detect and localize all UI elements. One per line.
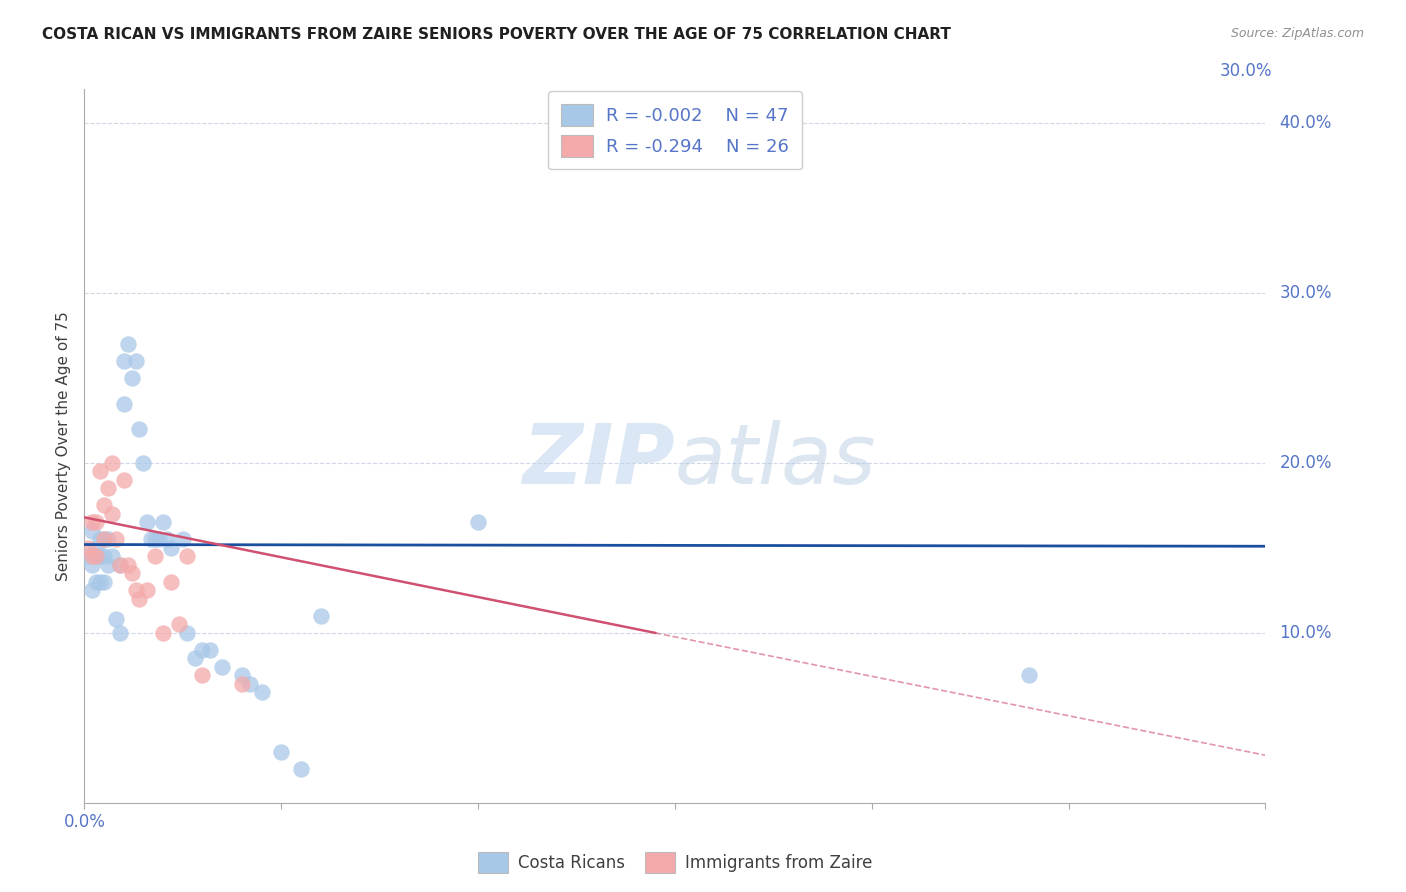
Point bbox=[121, 566, 143, 581]
Point bbox=[231, 677, 253, 691]
Point bbox=[143, 549, 166, 564]
Point bbox=[82, 583, 104, 598]
Point bbox=[211, 660, 233, 674]
Text: 30.0%: 30.0% bbox=[1279, 284, 1331, 302]
Point bbox=[290, 762, 312, 776]
Point bbox=[191, 668, 214, 682]
Point bbox=[82, 524, 104, 538]
Point bbox=[270, 745, 292, 759]
Point bbox=[183, 651, 205, 665]
Point bbox=[93, 549, 115, 564]
Point bbox=[97, 482, 120, 496]
Point bbox=[128, 422, 150, 436]
Point bbox=[191, 643, 214, 657]
Point bbox=[309, 608, 332, 623]
Point bbox=[93, 574, 115, 589]
Point bbox=[250, 685, 273, 699]
Point bbox=[84, 549, 107, 564]
Point bbox=[104, 533, 127, 547]
Point bbox=[124, 583, 146, 598]
Point bbox=[89, 574, 111, 589]
Point bbox=[167, 617, 190, 632]
Point bbox=[112, 396, 135, 410]
Point bbox=[200, 643, 222, 657]
Point bbox=[160, 541, 183, 555]
Text: ZIP: ZIP bbox=[522, 420, 675, 500]
Legend: Costa Ricans, Immigrants from Zaire: Costa Ricans, Immigrants from Zaire bbox=[471, 846, 879, 880]
Point bbox=[1018, 668, 1040, 682]
Point bbox=[89, 549, 111, 564]
Point bbox=[148, 533, 170, 547]
Point bbox=[152, 626, 174, 640]
Point bbox=[82, 558, 104, 572]
Point bbox=[101, 456, 124, 470]
Point bbox=[89, 465, 111, 479]
Text: 20.0%: 20.0% bbox=[1279, 454, 1331, 472]
Text: 30.0%: 30.0% bbox=[1220, 62, 1272, 80]
Point bbox=[117, 558, 139, 572]
Point bbox=[124, 354, 146, 368]
Point bbox=[136, 516, 159, 530]
Point bbox=[93, 499, 115, 513]
Point bbox=[93, 533, 115, 547]
Point bbox=[97, 558, 120, 572]
Point bbox=[239, 677, 262, 691]
Point bbox=[152, 516, 174, 530]
Y-axis label: Seniors Poverty Over the Age of 75: Seniors Poverty Over the Age of 75 bbox=[56, 311, 72, 581]
Point bbox=[121, 371, 143, 385]
Point bbox=[128, 591, 150, 606]
Point bbox=[467, 516, 489, 530]
Point bbox=[101, 507, 124, 521]
Point bbox=[160, 574, 183, 589]
Point bbox=[84, 541, 107, 555]
Point bbox=[112, 473, 135, 487]
Point bbox=[77, 541, 100, 555]
Text: Source: ZipAtlas.com: Source: ZipAtlas.com bbox=[1230, 27, 1364, 40]
Point bbox=[93, 533, 115, 547]
Point bbox=[108, 558, 131, 572]
Point bbox=[112, 354, 135, 368]
Point bbox=[104, 612, 127, 626]
Point bbox=[101, 549, 124, 564]
Point bbox=[97, 533, 120, 547]
Point bbox=[108, 558, 131, 572]
Point bbox=[82, 549, 104, 564]
Point bbox=[143, 533, 166, 547]
Point bbox=[156, 533, 179, 547]
Point bbox=[172, 533, 194, 547]
Point bbox=[231, 668, 253, 682]
Legend: R = -0.002    N = 47, R = -0.294    N = 26: R = -0.002 N = 47, R = -0.294 N = 26 bbox=[548, 91, 801, 169]
Point bbox=[89, 533, 111, 547]
Point bbox=[141, 533, 163, 547]
Point bbox=[136, 583, 159, 598]
Point bbox=[84, 574, 107, 589]
Text: atlas: atlas bbox=[675, 420, 876, 500]
Text: 10.0%: 10.0% bbox=[1279, 624, 1331, 642]
Point bbox=[117, 337, 139, 351]
Text: COSTA RICAN VS IMMIGRANTS FROM ZAIRE SENIORS POVERTY OVER THE AGE OF 75 CORRELAT: COSTA RICAN VS IMMIGRANTS FROM ZAIRE SEN… bbox=[42, 27, 950, 42]
Point bbox=[84, 549, 107, 564]
Point bbox=[176, 626, 198, 640]
Point bbox=[77, 549, 100, 564]
Point bbox=[176, 549, 198, 564]
Point bbox=[108, 626, 131, 640]
Point bbox=[132, 456, 155, 470]
Text: 40.0%: 40.0% bbox=[1279, 114, 1331, 132]
Point bbox=[84, 516, 107, 530]
Point bbox=[82, 516, 104, 530]
